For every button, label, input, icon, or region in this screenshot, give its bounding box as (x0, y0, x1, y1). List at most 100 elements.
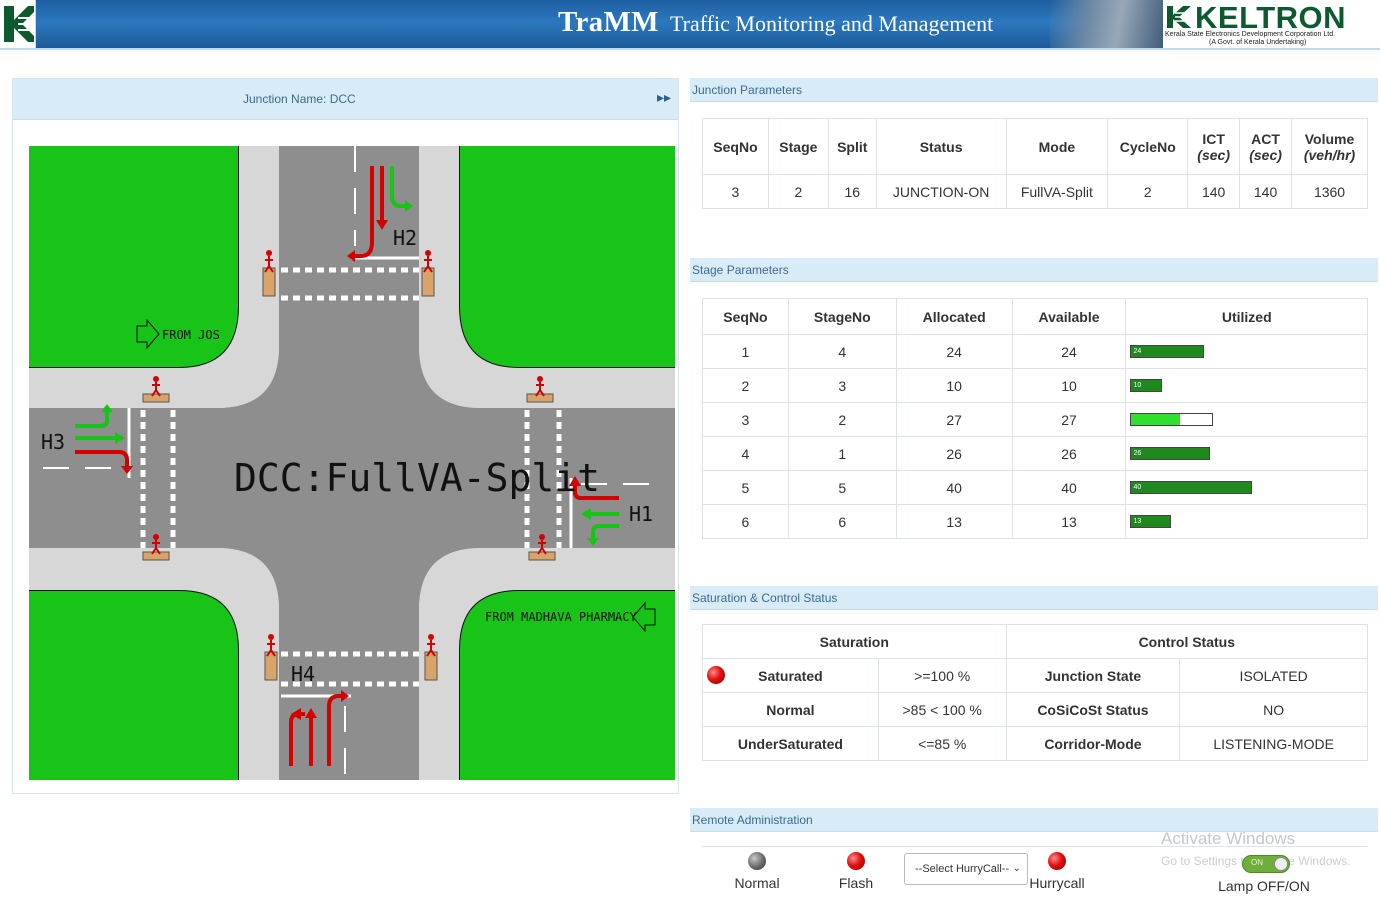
cell-seqno: 1 (702, 334, 789, 369)
cell-stageno: 5 (787, 470, 897, 505)
app-header: TraMM Traffic Monitoring and Management … (0, 0, 1380, 50)
sat-label: Normal (702, 692, 879, 727)
cell-stageno: 2 (787, 402, 897, 437)
flash-label: Flash (838, 875, 874, 891)
utilized-bar-fill (1131, 448, 1210, 459)
col-allocated: Allocated (895, 298, 1013, 335)
sat-range: <=85 % (877, 726, 1007, 761)
col-available: Available (1011, 298, 1127, 335)
table-row: UnderSaturated <=85 % Corridor-Mode LIST… (702, 726, 1368, 761)
cell-seqno: 3 (702, 402, 789, 437)
junction-map: DCC:FullVA-Split H2 H4 H3 H1 FROM JOS FR… (29, 146, 675, 780)
col-stageno: StageNo (787, 298, 897, 335)
col-split: Split (827, 118, 877, 175)
h3-label: H3 (41, 430, 66, 454)
h1-arrows (569, 476, 619, 546)
sat-range: >=100 % (877, 658, 1007, 693)
keltron-logo-icon (0, 0, 36, 48)
junction-parameters-title: Junction Parameters (690, 78, 1378, 102)
table-row: 2 3 10 10 10 (702, 368, 1368, 403)
utilized-bar: 24 (1130, 345, 1205, 358)
col-act: ACT (sec) (1239, 118, 1293, 175)
junction-panel-header: Junction Name: DCC ▸▸ (13, 79, 678, 120)
toggle-knob (1274, 857, 1288, 871)
table-row: 1 4 24 24 24 (702, 334, 1368, 369)
keltron-mark-icon (1167, 6, 1191, 28)
cell-allocated: 26 (895, 436, 1013, 471)
ctrl-label: CoSiCoSt Status (1005, 692, 1181, 727)
double-chevron-right-icon[interactable]: ▸▸ (657, 89, 672, 105)
ctrl-label: Junction State (1005, 658, 1181, 693)
utilized-bar-fill (1131, 380, 1162, 391)
ctrl-value: LISTENING-MODE (1179, 726, 1368, 761)
h4-label: H4 (291, 662, 316, 686)
cell-seqno: 3 (702, 174, 769, 209)
hurrycall-button[interactable]: Hurrycall (1024, 852, 1090, 891)
cell-volume: 1360 (1291, 174, 1368, 209)
junction-panel: Junction Name: DCC ▸▸ (12, 78, 679, 794)
table-row: 6 6 13 13 13 (702, 504, 1368, 539)
col-ict: ICT (sec) (1187, 118, 1241, 175)
col-ict-unit: (sec) (1197, 146, 1230, 163)
cell-available: 10 (1011, 368, 1127, 403)
col-utilized: Utilized (1125, 298, 1368, 335)
cell-available: 40 (1011, 470, 1127, 505)
from-jos-label: FROM JOS (162, 328, 220, 342)
table-row: Saturated >=100 % Junction State ISOLATE… (702, 658, 1368, 693)
cell-available: 27 (1011, 402, 1127, 437)
brand-logo: KELTRON Kerala State Electronics Develop… (1163, 0, 1380, 48)
flash-button[interactable]: Flash (826, 852, 886, 891)
cell-allocated: 24 (895, 334, 1013, 369)
h1-label: H1 (629, 502, 654, 526)
utilized-bar-label: 13 (1133, 518, 1142, 525)
utilized-bar: 40 (1130, 481, 1253, 494)
ctrl-value: ISOLATED (1179, 658, 1368, 693)
lamp-label: Lamp OFF/ON (1218, 878, 1310, 894)
utilized-cell: 24 (1125, 334, 1368, 369)
utilized-bar: 10 (1130, 379, 1163, 392)
utilized-cell: 40 (1125, 470, 1368, 505)
sat-label: Saturated (702, 658, 879, 693)
brand-name: KELTRON (1195, 0, 1347, 35)
brand-tagline-2: (A Govt. of Kerala Undertaking) (1209, 39, 1307, 46)
col-cycleno: CycleNo (1107, 118, 1189, 175)
junction-parameters-table: SeqNo Stage Split Status Mode CycleNo IC… (702, 118, 1368, 209)
lamp-toggle[interactable]: ON (1242, 855, 1290, 873)
flash-lamp-icon (847, 852, 865, 870)
saturation-header: Saturation (702, 624, 1007, 659)
from-jos-arrow-icon (136, 318, 160, 350)
cell-stageno: 3 (787, 368, 897, 403)
map-center-label: DCC:FullVA-Split (234, 456, 601, 500)
app-subtitle: Traffic Monitoring and Management (670, 11, 994, 36)
col-volume-label: Volume (1304, 130, 1355, 147)
normal-button[interactable]: Normal (724, 852, 790, 891)
cell-stageno: 4 (787, 334, 897, 369)
col-volume-unit: (veh/hr) (1303, 146, 1356, 163)
table-row: 4 1 26 26 26 (702, 436, 1368, 471)
cell-seqno: 4 (702, 436, 789, 471)
stage-parameters-table: SeqNo StageNo Allocated Available Utiliz… (702, 298, 1368, 539)
cell-available: 24 (1011, 334, 1127, 369)
utilized-cell (1125, 402, 1368, 437)
normal-lamp-icon (748, 852, 766, 870)
cell-ict: 140 (1187, 174, 1241, 209)
cell-available: 26 (1011, 436, 1127, 471)
utilized-bar-label: 40 (1133, 484, 1142, 491)
brand-tagline: Kerala State Electronics Development Cor… (1165, 31, 1336, 38)
h2-label: H2 (393, 226, 418, 250)
utilized-cell: 13 (1125, 504, 1368, 539)
cell-allocated: 13 (895, 504, 1013, 539)
hurrycall-lamp-icon (1048, 852, 1066, 870)
table-row: Normal >85 < 100 % CoSiCoSt Status NO (702, 692, 1368, 727)
cell-seqno: 2 (702, 368, 789, 403)
remote-admin-panel: Remote Administration (690, 808, 1378, 920)
chevron-down-icon: ⌄ (1012, 863, 1021, 874)
cell-mode: FullVA-Split (1005, 174, 1109, 209)
col-volume: Volume (veh/hr) (1291, 118, 1368, 175)
utilized-bar-label: 24 (1133, 348, 1142, 355)
saturation-table: Saturation Control Status Saturated >=10… (702, 624, 1369, 761)
h3-arrows (75, 404, 133, 474)
cell-act: 140 (1239, 174, 1293, 209)
saturation-title: Saturation & Control Status (690, 586, 1378, 610)
hurrycall-select[interactable]: --Select HurryCall-- ⌄ (904, 853, 1028, 885)
